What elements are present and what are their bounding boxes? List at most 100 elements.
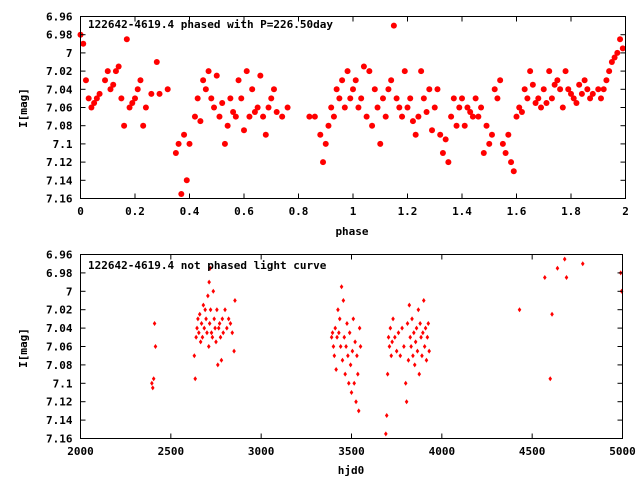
raw-data-point [197,330,201,336]
phased-data-point [573,99,580,106]
phased-data-point [611,54,618,61]
raw-data-point [421,298,426,303]
raw-data-point [564,275,569,280]
phased-data-point [587,95,594,102]
phased-data-point [358,95,365,102]
raw-data-point [340,357,345,363]
phased-data-point [164,86,171,93]
phased-data-point [140,122,147,129]
phased-data-point [388,77,395,84]
phased-data-point [350,86,356,93]
phased-data-point [208,95,215,102]
phased-data-point [344,68,351,75]
raw-data-point [396,330,401,336]
phased-data-point [110,81,117,88]
phased-data-point [181,131,188,138]
raw-data-point [580,261,585,267]
phased-data-point [535,95,542,102]
raw-data-point [351,316,356,322]
phased-data-point [200,77,207,84]
raw-data-point [204,316,208,322]
raw-data-point [206,293,210,299]
phased-data-point [178,190,185,197]
raw-y-tick-label: 7.02 [46,304,73,317]
phased-data-point [589,90,596,97]
raw-data-point [394,348,399,354]
raw-y-tick-label: 7.1 [53,377,73,390]
raw-data-point [409,344,413,349]
phased-x-tick-label: 0.4 [180,205,200,218]
phased-data-point [442,136,449,143]
raw-data-point [230,330,235,336]
phased-data-point [123,36,130,43]
phased-data-point [273,109,280,116]
phased-data-point [480,150,487,156]
phased-y-tick-label: 6.98 [46,29,73,42]
phased-data-point [347,95,354,102]
raw-data-point [352,380,357,386]
phased-data-point [325,122,332,129]
phased-data-point [254,104,261,111]
raw-data-point [402,344,406,349]
raw-data-point [216,325,221,331]
phased-data-point [379,95,386,102]
raw-data-point [419,334,423,340]
raw-data-point [391,316,395,322]
phased-data-point [483,122,490,129]
phased-data-point [156,90,163,97]
raw-data-point [205,330,209,336]
phased-data-point [396,104,403,111]
phased-data-point [183,177,190,184]
phased-data-point [153,59,160,65]
phased-data-point [251,109,258,116]
phased-data-point [568,90,574,97]
phased-data-point [121,122,128,129]
phased-data-point [235,77,242,84]
raw-y-tick-label: 6.96 [46,249,73,262]
raw-data-point [335,334,339,340]
phased-data-point [341,104,348,111]
raw-data-point [347,330,352,336]
raw-data-point [405,321,410,326]
raw-data-point [408,334,413,340]
phased-data-point [142,104,149,111]
phased-data-point [516,104,523,111]
phased-y-axis-label: I[mag] [17,88,30,128]
raw-data-point [193,376,198,382]
phased-data-point [93,95,100,102]
phased-data-point [322,140,329,147]
raw-data-point [228,321,233,326]
phased-data-point [597,95,604,102]
phased-data-point [456,104,463,111]
phased-data-point [478,104,485,111]
raw-data-point [208,307,213,313]
raw-data-point [207,279,211,285]
raw-data-point [197,311,202,317]
phased-data-point [426,86,433,93]
raw-data-point [211,288,216,294]
phased-data-point [510,168,517,175]
raw-data-point [354,399,358,405]
raw-data-point [407,302,412,308]
raw-data-point [412,330,416,336]
raw-data-point [201,302,206,308]
phased-data-point [221,140,228,147]
phased-data-point [524,95,531,102]
phased-data-point [339,77,346,84]
raw-data-point [339,284,344,290]
phased-data-point [112,68,119,75]
raw-data-point [349,390,354,395]
phased-y-tick-label: 7 [66,47,73,60]
phased-data-point [420,95,427,102]
phased-data-point [328,104,335,111]
phased-data-point [595,86,602,93]
phased-data-point [91,99,98,106]
raw-data-point [517,307,522,313]
raw-data-point [425,334,430,340]
phased-data-point [219,99,226,106]
phased-y-tick-label: 7.06 [46,102,73,115]
phased-x-tick-label: 2 [622,205,629,218]
phased-y-tick-label: 7.16 [46,193,73,206]
raw-data-point [345,321,349,326]
